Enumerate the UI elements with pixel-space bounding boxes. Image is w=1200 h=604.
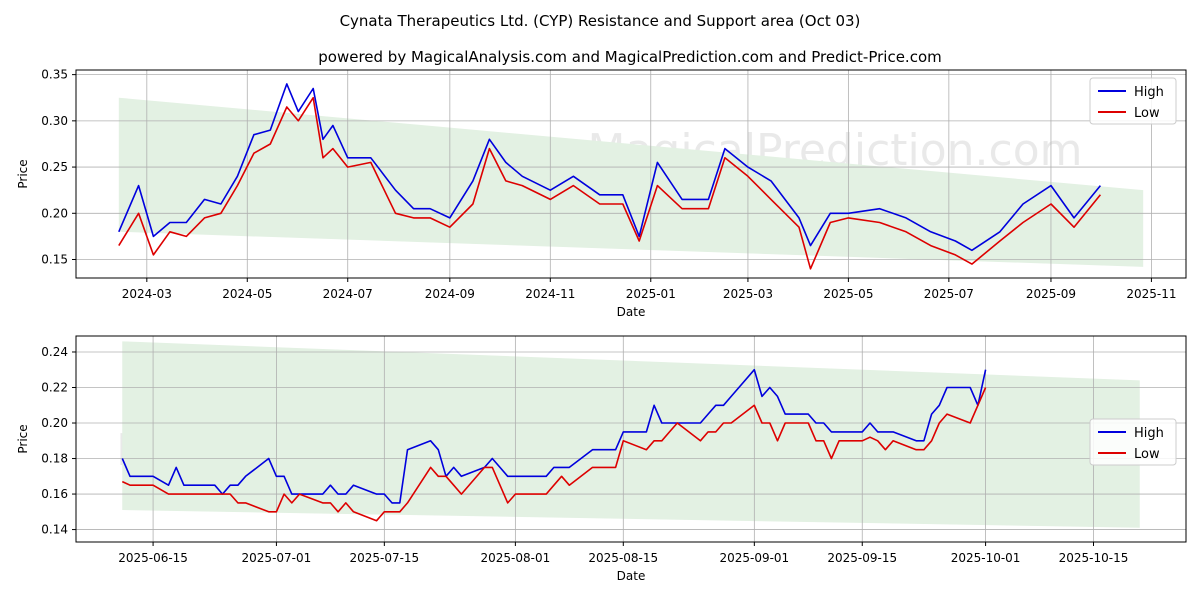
- x-tick-label: 2025-09: [1026, 287, 1076, 301]
- x-tick-label: 2025-10-15: [1059, 551, 1129, 565]
- x-tick-label: 2025-06-15: [118, 551, 188, 565]
- legend-label-low: Low: [1134, 106, 1160, 121]
- legend-label-high: High: [1134, 426, 1164, 441]
- y-tick-label: 0.16: [41, 487, 68, 501]
- y-tick-label: 0.25: [41, 160, 68, 174]
- plot-frame: [75, 335, 1187, 543]
- legend-label-high: High: [1134, 85, 1164, 100]
- y-tick-label: 0.14: [41, 523, 68, 537]
- support-resistance-band: [122, 341, 1140, 528]
- x-tick-label: 2025-01: [626, 287, 676, 301]
- x-tick-label: 2024-03: [122, 287, 172, 301]
- x-tick-label: 2025-10-01: [951, 551, 1021, 565]
- x-tick-label: 2024-05: [222, 287, 272, 301]
- y-tick-label: 0.18: [41, 452, 68, 466]
- x-tick-label: 2025-08-15: [588, 551, 658, 565]
- y-tick-label: 0.20: [41, 206, 68, 220]
- y-axis-label: Price: [16, 424, 30, 453]
- chart-subtitle: powered by MagicalAnalysis.com and Magic…: [318, 48, 942, 66]
- x-tick-label: 2025-07-15: [349, 551, 419, 565]
- y-axis-label: Price: [16, 159, 30, 188]
- y-tick-label: 0.35: [41, 68, 68, 82]
- x-axis-label: Date: [617, 569, 646, 583]
- y-tick-label: 0.30: [41, 114, 68, 128]
- x-tick-label: 2025-03: [723, 287, 773, 301]
- y-tick-label: 0.22: [41, 381, 68, 395]
- plot-frame: [75, 69, 1187, 279]
- series-line-low: [121, 387, 987, 522]
- x-tick-label: 2024-07: [323, 287, 373, 301]
- x-tick-label: 2024-11: [525, 287, 575, 301]
- y-tick-label: 0.15: [41, 253, 68, 267]
- y-tick-label: 0.24: [41, 345, 68, 359]
- x-tick-label: 2024-09: [425, 287, 475, 301]
- series-line-high: [118, 83, 1102, 252]
- series-line-high: [121, 368, 987, 504]
- x-tick-label: 2025-05: [823, 287, 873, 301]
- x-tick-label: 2025-07-01: [242, 551, 312, 565]
- y-tick-label: 0.20: [41, 416, 68, 430]
- x-tick-label: 2025-11: [1126, 287, 1176, 301]
- x-tick-label: 2025-09-15: [827, 551, 897, 565]
- x-axis-label: Date: [617, 305, 646, 319]
- legend-label-low: Low: [1134, 447, 1160, 462]
- x-tick-label: 2025-09-01: [719, 551, 789, 565]
- panel-bottom: MagicalAnalysis.comMagicalPrediction.com…: [16, 335, 1187, 583]
- x-tick-label: 2025-08-01: [481, 551, 551, 565]
- series-line-low: [118, 96, 1102, 270]
- chart-title: Cynata Therapeutics Ltd. (CYP) Resistanc…: [340, 12, 861, 30]
- panel-top: MagicalAnalysis.comMagicalPrediction.com…: [16, 68, 1187, 319]
- x-tick-label: 2025-07: [924, 287, 974, 301]
